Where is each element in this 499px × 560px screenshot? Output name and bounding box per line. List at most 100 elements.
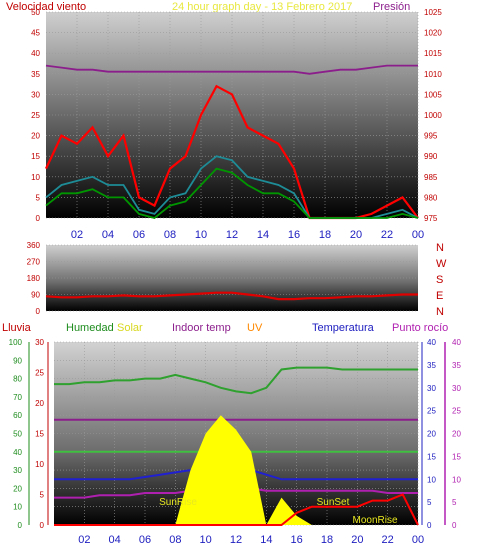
wind-series-green (45, 167, 419, 219)
solar-legend: Solar (117, 322, 143, 334)
astro-annotation: SunSet (317, 497, 350, 508)
wind-x-tick-label: 06 (133, 229, 145, 241)
temp-x-tick-label: 16 (291, 534, 303, 546)
temperature-y-tick-label: 10 (427, 475, 436, 484)
rain-y-tick-label: 15 (35, 430, 44, 439)
solar-area (54, 415, 418, 525)
wind-y-tick-label: 35 (31, 70, 40, 79)
wind-y-tick-label: 5 (36, 193, 41, 202)
rain-y-tick-label: 0 (40, 521, 45, 530)
wind-y-tick-label: 30 (31, 90, 40, 99)
astro-annotation: MoonRise (352, 515, 397, 526)
temperature-legend: Temperatura (312, 322, 375, 334)
wind-speed-label: Velocidad viento (6, 1, 86, 13)
direction-y-tick-label: 360 (27, 241, 41, 250)
uv-legend: UV (247, 322, 263, 334)
humidity-y-tick-label: 60 (13, 411, 22, 420)
astro-annotation: SunRise (159, 497, 197, 508)
rain-y-tick-label: 5 (40, 491, 45, 500)
temperature-y-tick-label: 20 (427, 430, 436, 439)
direction-y-tick-label: 0 (36, 307, 41, 316)
dewpoint-y-tick-label: 30 (452, 384, 461, 393)
dewpoint-legend: Punto rocío (392, 322, 448, 334)
indoor-temp-legend: Indoor temp (172, 322, 231, 334)
wind-x-tick-label: 12 (226, 229, 238, 241)
rain-legend: Lluvia (2, 322, 32, 334)
wind-x-tick-label: 16 (288, 229, 300, 241)
wind-y-tick-label: 20 (31, 132, 40, 141)
humidity-y-tick-label: 0 (18, 521, 23, 530)
temp-x-tick-label: 08 (169, 534, 181, 546)
chart-title: 24 hour graph day - 13 Febrero 2017 (172, 1, 352, 13)
humidity-y-tick-label: 40 (13, 448, 22, 457)
direction-y-tick-label: 180 (27, 274, 41, 283)
wind-y-tick-label: 45 (31, 29, 40, 38)
wind-y-tick-label: 50 (31, 8, 40, 17)
temperature-y-tick-label: 25 (427, 407, 436, 416)
temp-x-tick-label: 18 (321, 534, 333, 546)
temp-series-humidity (54, 366, 418, 395)
dewpoint-y-tick-label: 25 (452, 407, 461, 416)
humidity-y-tick-label: 70 (13, 393, 22, 402)
pressure-y-tick-label: 1005 (424, 90, 442, 99)
pressure-y-tick-label: 1025 (424, 8, 442, 17)
temp-x-tick-label: 10 (200, 534, 212, 546)
dewpoint-y-tick-label: 15 (452, 452, 461, 461)
pressure-y-tick-label: 985 (424, 173, 438, 182)
temperature-y-tick-label: 30 (427, 384, 436, 393)
rain-y-tick-label: 30 (35, 338, 44, 347)
temp-x-tick-label: 14 (260, 534, 272, 546)
humidity-y-tick-label: 80 (13, 375, 22, 384)
humidity-y-tick-label: 20 (13, 484, 22, 493)
pressure-y-tick-label: 1015 (424, 49, 442, 58)
wind-x-tick-label: 10 (195, 229, 207, 241)
humidity-legend: Humedad (66, 322, 114, 334)
temperature-y-tick-label: 35 (427, 361, 436, 370)
wind-x-tick-label: 02 (71, 229, 83, 241)
dewpoint-y-tick-label: 10 (452, 475, 461, 484)
dewpoint-y-tick-label: 40 (452, 338, 461, 347)
pressure-y-tick-label: 1000 (424, 111, 442, 120)
wind-y-tick-label: 0 (36, 214, 41, 223)
rain-y-tick-label: 20 (35, 399, 44, 408)
compass-label: N (436, 306, 444, 318)
pressure-y-tick-label: 975 (424, 214, 438, 223)
direction-series (45, 291, 418, 301)
humidity-y-tick-label: 30 (13, 466, 22, 475)
temperature-y-tick-label: 15 (427, 452, 436, 461)
temp-series-rain (54, 493, 419, 526)
direction-y-tick-label: 90 (31, 291, 40, 300)
compass-label: W (436, 258, 447, 270)
humidity-y-tick-label: 90 (13, 356, 22, 365)
dewpoint-y-tick-label: 35 (452, 361, 461, 370)
wind-x-tick-label: 00 (412, 229, 424, 241)
pressure-y-tick-label: 1010 (424, 70, 442, 79)
wind-y-tick-label: 10 (31, 173, 40, 182)
humidity-y-tick-label: 50 (13, 430, 22, 439)
wind-y-tick-label: 25 (31, 111, 40, 120)
temp-x-tick-label: 00 (412, 534, 424, 546)
temp-x-tick-label: 20 (351, 534, 363, 546)
compass-label: N (436, 242, 444, 254)
pressure-label: Presión (373, 1, 410, 13)
dewpoint-y-tick-label: 20 (452, 430, 461, 439)
temp-x-tick-label: 12 (230, 534, 242, 546)
temp-x-tick-label: 22 (382, 534, 394, 546)
direction-y-tick-label: 270 (27, 258, 41, 267)
wind-x-tick-label: 18 (319, 229, 331, 241)
rain-y-tick-label: 10 (35, 460, 44, 469)
wind-x-tick-label: 20 (350, 229, 362, 241)
temp-x-tick-label: 02 (78, 534, 90, 546)
wind-x-tick-label: 22 (381, 229, 393, 241)
humidity-y-tick-label: 100 (9, 338, 23, 347)
temperature-y-tick-label: 5 (427, 498, 432, 507)
humidity-y-tick-label: 10 (13, 503, 22, 512)
wind-y-tick-label: 40 (31, 49, 40, 58)
temp-x-tick-label: 06 (139, 534, 151, 546)
dewpoint-y-tick-label: 5 (452, 498, 457, 507)
pressure-y-tick-label: 980 (424, 193, 438, 202)
temp-x-tick-label: 04 (109, 534, 121, 546)
rain-y-tick-label: 25 (35, 369, 44, 378)
